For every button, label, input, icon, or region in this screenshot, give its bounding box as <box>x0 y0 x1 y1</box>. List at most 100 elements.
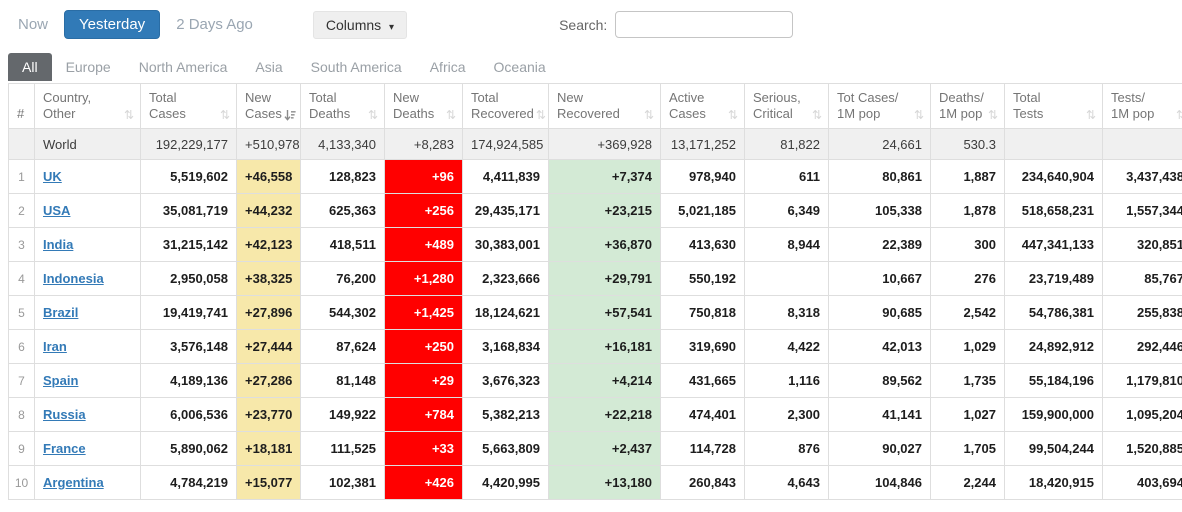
cell-total-deaths: 81,148 <box>300 363 385 398</box>
column-header-active-cases[interactable]: Active Cases ⇅ <box>660 83 745 129</box>
column-label: Tests/ <box>1111 90 1145 105</box>
column-header-total-recovered[interactable]: Total Recovered ⇅ <box>462 83 549 129</box>
cell-new-cases: +44,232 <box>236 193 301 228</box>
row-rank: 9 <box>8 431 35 466</box>
covid-stats-table: # Country, Other ⇅ Total Cases ⇅ New Cases Total D… <box>8 83 1182 500</box>
column-header-tests-per-1m[interactable]: Tests/1M pop ⇅ <box>1102 83 1182 129</box>
cell-cases-per-1m: 80,861 <box>828 159 931 194</box>
cell-total-cases: 4,784,219 <box>140 465 237 500</box>
country-link[interactable]: France <box>43 441 86 456</box>
country-link[interactable]: Russia <box>43 407 86 422</box>
world-cell-deaths-per-1m: 530.3 <box>930 128 1005 160</box>
country-link[interactable]: UK <box>43 169 62 184</box>
tab-all[interactable]: All <box>8 53 52 81</box>
cell-new-recovered: +7,374 <box>548 159 661 194</box>
column-label: New <box>557 90 584 105</box>
column-header-new-deaths[interactable]: New Deaths ⇅ <box>384 83 463 129</box>
tab-oceania[interactable]: Oceania <box>493 59 546 75</box>
toolbar: Now Yesterday 2 Days Ago Columns ▾ Searc… <box>0 0 1182 49</box>
cell-total-recovered: 3,676,323 <box>462 363 549 398</box>
cell-total-cases: 6,006,536 <box>140 397 237 432</box>
sort-both-icon: ⇅ <box>727 108 738 122</box>
row-rank <box>8 128 35 160</box>
column-label: Total <box>309 90 337 105</box>
two-days-ago-button[interactable]: 2 Days Ago <box>176 16 253 33</box>
cell-active-cases: 5,021,185 <box>660 193 745 228</box>
now-button[interactable]: Now <box>18 16 49 33</box>
cell-active-cases: 978,940 <box>660 159 745 194</box>
column-label: Tests <box>1013 106 1044 121</box>
search-input[interactable] <box>615 11 794 38</box>
tab-africa[interactable]: Africa <box>429 59 466 75</box>
column-label: 1M pop <box>1111 106 1155 121</box>
column-header-total-tests[interactable]: Total Tests ⇅ <box>1004 83 1103 129</box>
cell-active-cases: 319,690 <box>660 329 745 364</box>
world-cell-total-tests <box>1004 128 1103 160</box>
tab-south-america[interactable]: South America <box>310 59 402 75</box>
column-header-cases-per-1m[interactable]: Tot Cases/1M pop ⇅ <box>828 83 931 129</box>
sort-both-icon: ⇅ <box>643 108 654 122</box>
country-link[interactable]: India <box>43 237 74 252</box>
yesterday-button[interactable]: Yesterday <box>64 10 161 39</box>
country-link[interactable]: USA <box>43 203 71 218</box>
sort-both-icon: ⇅ <box>535 108 546 122</box>
cell-cases-per-1m: 90,685 <box>828 295 931 330</box>
cell-new-cases: +46,558 <box>236 159 301 194</box>
column-header-new-cases[interactable]: New Cases <box>236 83 301 129</box>
row-rank: 10 <box>8 465 35 500</box>
cell-new-recovered: +13,180 <box>548 465 661 500</box>
table-row: 3 India 31,215,142 +42,123 418,511 +489 30,383… <box>8 227 1182 262</box>
cell-total-deaths: 76,200 <box>300 261 385 296</box>
column-label: Total <box>471 90 499 105</box>
country-link[interactable]: Brazil <box>43 305 79 320</box>
cell-tests-per-1m: 1,557,344 <box>1102 193 1182 228</box>
table-header-row: # Country, Other ⇅ Total Cases ⇅ New Cases Total D… <box>8 83 1182 129</box>
cell-total-tests: 24,892,912 <box>1004 329 1103 364</box>
cell-tests-per-1m: 320,851 <box>1102 227 1182 262</box>
cell-new-recovered: +36,870 <box>548 227 661 262</box>
column-header-country[interactable]: Country, Other ⇅ <box>34 83 141 129</box>
column-label: Cases <box>669 106 706 121</box>
cell-total-cases: 19,419,741 <box>140 295 237 330</box>
country-link[interactable]: Indonesia <box>43 271 104 286</box>
tab-asia[interactable]: Asia <box>255 59 283 75</box>
cell-active-cases: 431,665 <box>660 363 745 398</box>
cell-tests-per-1m: 1,179,810 <box>1102 363 1182 398</box>
column-label: 1M pop <box>837 106 881 121</box>
table-row: 5 Brazil 19,419,741 +27,896 544,302 +1,425 18,… <box>8 295 1182 330</box>
sort-both-icon: ⇅ <box>987 108 998 122</box>
cell-deaths-per-1m: 276 <box>930 261 1005 296</box>
world-cell-cases-per-1m: 24,661 <box>828 128 931 160</box>
world-cell-total-recovered: 174,924,585 <box>462 128 549 160</box>
cell-new-deaths: +96 <box>384 159 463 194</box>
column-header-new-recovered[interactable]: New Recovered ⇅ <box>548 83 661 129</box>
row-rank: 4 <box>8 261 35 296</box>
country-link[interactable]: Spain <box>43 373 79 388</box>
column-header-serious-critical[interactable]: Serious, Critical ⇅ <box>744 83 829 129</box>
cell-total-cases: 5,890,062 <box>140 431 237 466</box>
column-header-deaths-per-1m[interactable]: Deaths/1M pop ⇅ <box>930 83 1005 129</box>
column-label: 1M pop <box>939 106 983 121</box>
tab-europe[interactable]: Europe <box>65 59 111 75</box>
columns-dropdown-button[interactable]: Columns ▾ <box>312 10 408 39</box>
cell-total-tests: 234,640,904 <box>1004 159 1103 194</box>
column-label: Total <box>1013 90 1041 105</box>
sort-both-icon: ⇅ <box>367 108 378 122</box>
cell-new-cases: +38,325 <box>236 261 301 296</box>
tab-north-america[interactable]: North America <box>138 59 228 75</box>
world-cell-new-cases: +510,978 <box>236 128 301 160</box>
column-label: Serious, <box>753 90 801 105</box>
cell-total-deaths: 418,511 <box>300 227 385 262</box>
cell-total-recovered: 3,168,834 <box>462 329 549 364</box>
country-link[interactable]: Argentina <box>43 475 104 490</box>
column-header-total-deaths[interactable]: Total Deaths ⇅ <box>300 83 385 129</box>
cell-active-cases: 114,728 <box>660 431 745 466</box>
column-label: Active <box>669 90 705 105</box>
column-label: Country, <box>43 90 92 105</box>
cell-new-deaths: +784 <box>384 397 463 432</box>
world-cell-total-cases: 192,229,177 <box>140 128 237 160</box>
cell-deaths-per-1m: 1,029 <box>930 329 1005 364</box>
country-cell: Iran <box>34 329 141 364</box>
country-link[interactable]: Iran <box>43 339 67 354</box>
column-header-total-cases[interactable]: Total Cases ⇅ <box>140 83 237 129</box>
